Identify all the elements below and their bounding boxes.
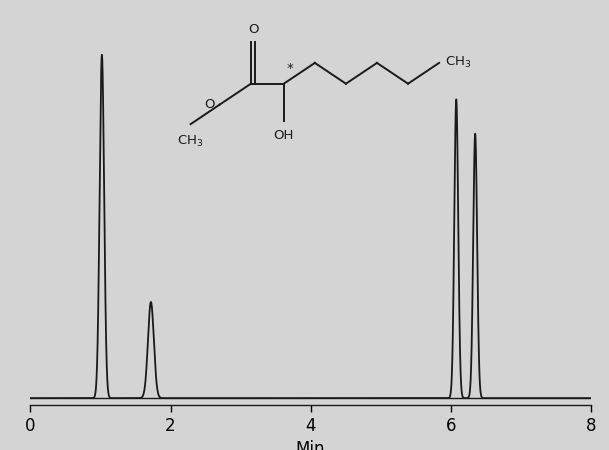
Text: O: O (248, 23, 258, 36)
Text: CH$_3$: CH$_3$ (445, 55, 471, 71)
Text: *: * (287, 63, 294, 76)
Text: CH$_3$: CH$_3$ (177, 134, 204, 149)
X-axis label: Min: Min (296, 441, 325, 450)
Text: O: O (204, 98, 214, 111)
Text: OH: OH (273, 129, 294, 142)
